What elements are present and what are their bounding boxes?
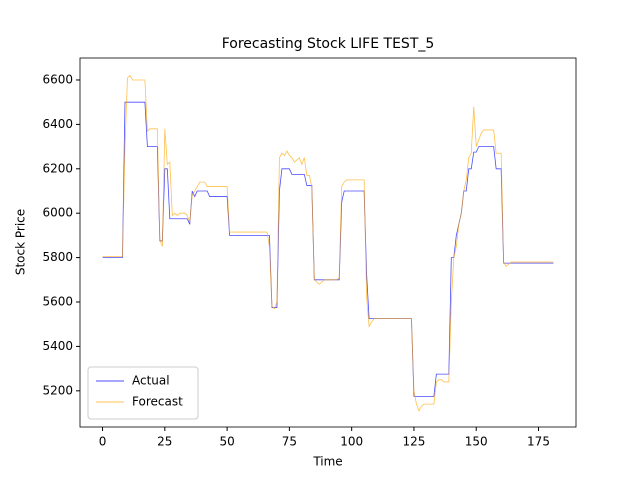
y-tick-label: 5400 xyxy=(42,339,73,353)
series-line xyxy=(102,101,554,397)
y-tick-label: 5600 xyxy=(42,295,73,309)
y-tick-label: 6600 xyxy=(42,72,73,86)
x-tick-label: 175 xyxy=(527,435,550,449)
x-tick-label: 125 xyxy=(402,435,425,449)
plot-frame xyxy=(79,57,577,428)
y-tick-label: 6400 xyxy=(42,117,73,131)
chart-title: Forecasting Stock LIFE TEST_5 xyxy=(222,36,435,52)
legend-label: Forecast xyxy=(132,395,183,409)
y-tick-label: 6200 xyxy=(42,161,73,175)
y-tick-label: 5200 xyxy=(42,383,73,397)
y-axis-label: Stock Price xyxy=(14,209,28,275)
legend-box xyxy=(87,366,199,420)
x-tick-label: 150 xyxy=(465,435,488,449)
x-tick-label: 100 xyxy=(340,435,363,449)
x-tick-label: 0 xyxy=(99,435,107,449)
series-line xyxy=(102,74,554,412)
y-tick-label: 5800 xyxy=(42,250,73,264)
x-tick-label: 50 xyxy=(219,435,234,449)
x-tick-label: 75 xyxy=(282,435,297,449)
y-tick-label: 6000 xyxy=(42,206,73,220)
x-axis-label: Time xyxy=(312,455,342,469)
legend-label: Actual xyxy=(132,374,170,388)
x-tick-label: 25 xyxy=(157,435,172,449)
